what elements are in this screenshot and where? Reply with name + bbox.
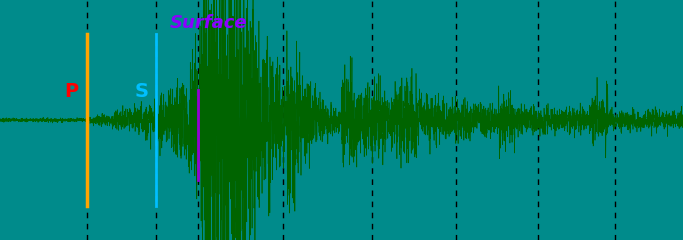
Text: Surface: Surface [169,14,247,32]
Text: P: P [65,82,79,101]
Text: S: S [135,82,148,101]
